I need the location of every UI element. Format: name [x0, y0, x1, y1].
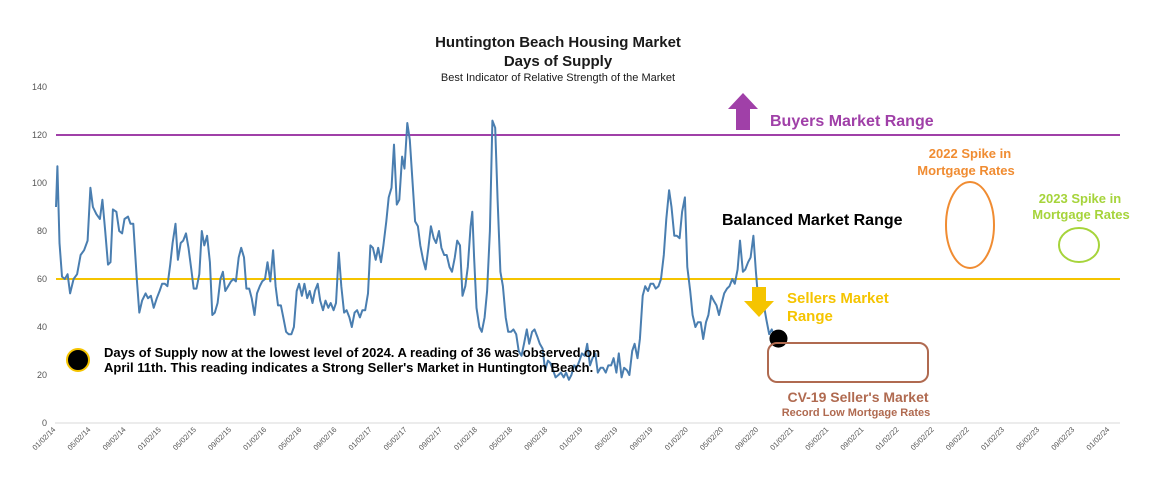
- y-tick-label: 120: [32, 130, 47, 140]
- spike-2022-label-line2: Mortgage Rates: [917, 163, 1015, 178]
- sellers-arrow-icon: [744, 287, 774, 317]
- cv19-label-line2: Record Low Mortgage Rates: [782, 407, 931, 419]
- spike-2023-label-line2: Mortgage Rates: [1032, 207, 1130, 222]
- buyers-arrow-icon: [728, 93, 758, 130]
- y-axis: 0 20 40 60 80 100 120 140: [32, 82, 47, 428]
- spike-2023-label-line1: 2023 Spike in: [1039, 191, 1121, 206]
- chart-caption: Best Indicator of Relative Strength of t…: [441, 72, 675, 84]
- sellers-market-label-line1: Sellers Market: [787, 290, 889, 307]
- chart-title: Huntington Beach Housing Market: [435, 34, 681, 51]
- note-bullet-icon: [66, 348, 90, 372]
- y-tick-label: 80: [37, 226, 47, 236]
- y-tick-label: 20: [37, 370, 47, 380]
- y-tick-label: 40: [37, 322, 47, 332]
- note-text-line1: Days of Supply now at the lowest level o…: [104, 345, 600, 360]
- y-tick-label: 60: [37, 274, 47, 284]
- series-line: [55, 119, 776, 381]
- y-tick-label: 0: [42, 418, 47, 428]
- cv19-box: [767, 342, 929, 383]
- y-tick-label: 140: [32, 82, 47, 92]
- note-text-line2: April 11th. This reading indicates a Str…: [104, 360, 593, 375]
- buyers-market-label: Buyers Market Range: [770, 113, 934, 130]
- y-tick-label: 100: [32, 178, 47, 188]
- chart-subtitle: Days of Supply: [504, 53, 613, 70]
- cv19-label-line1: CV-19 Seller's Market: [787, 389, 928, 405]
- sellers-market-label-line2: Range: [787, 308, 833, 325]
- spike-2022-label-line1: 2022 Spike in: [929, 146, 1011, 161]
- spike-2023-ellipse: [1058, 227, 1100, 263]
- spike-2022-ellipse: [945, 181, 995, 269]
- balanced-market-label: Balanced Market Range: [722, 212, 903, 229]
